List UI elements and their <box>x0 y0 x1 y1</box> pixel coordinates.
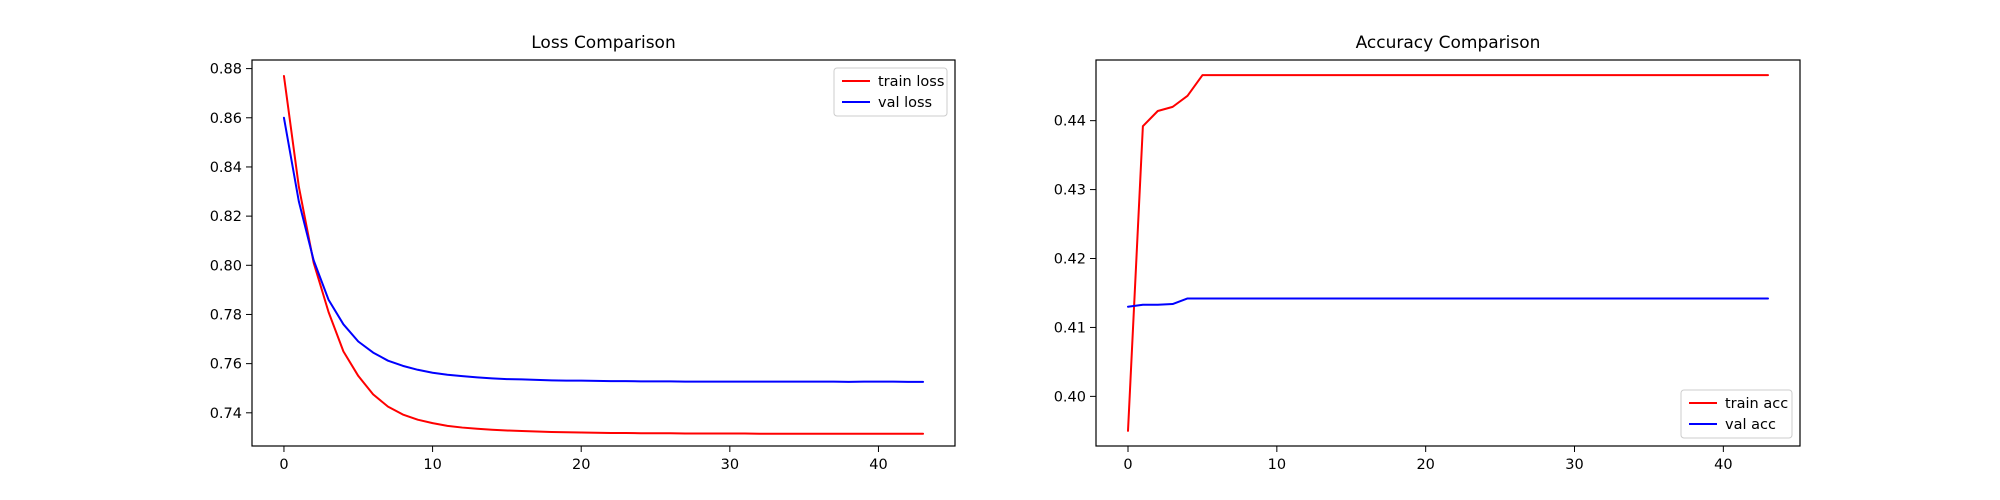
x-tick-label: 10 <box>1268 457 1286 473</box>
y-tick-label: 0.41 <box>1054 320 1086 336</box>
series-line-val-loss <box>282 116 925 383</box>
x-tick-label: 40 <box>1714 457 1732 473</box>
y-tick-label: 0.76 <box>210 357 242 373</box>
y-tick-label: 0.74 <box>210 406 242 422</box>
y-tick-label: 0.88 <box>210 62 242 78</box>
y-tick-label: 0.40 <box>1054 389 1086 405</box>
chart-title: Loss Comparison <box>531 33 675 53</box>
x-tick-label: 30 <box>1565 457 1583 473</box>
chart-title: Accuracy Comparison <box>1356 33 1541 53</box>
legend-label: val acc <box>1725 417 1776 433</box>
x-tick-label: 30 <box>721 457 739 473</box>
plot-frame <box>1095 59 1801 447</box>
legend-label: train acc <box>1725 396 1788 412</box>
legend: train acc val acc <box>1680 389 1793 439</box>
series-line-train-acc <box>1127 74 1769 432</box>
accuracy-chart: Accuracy Comparison 0 10 20 30 40 0.40 0.41 0.42… <box>1054 33 1801 473</box>
x-tick-label: 0 <box>279 457 288 473</box>
series-line-train-loss <box>282 74 925 435</box>
y-tick-label: 0.78 <box>210 307 242 323</box>
y-tick-label: 0.86 <box>210 111 242 127</box>
legend-label: train loss <box>878 74 944 90</box>
x-tick-label: 40 <box>869 457 887 473</box>
plot-frame <box>251 59 956 447</box>
loss-chart: Loss Comparison 0 10 20 30 40 0.74 0.76 0.78 0.80… <box>210 33 956 473</box>
legend: train loss val loss <box>833 67 948 117</box>
series-line-val-acc <box>1127 297 1769 308</box>
y-tick-label: 0.43 <box>1054 183 1086 199</box>
y-tick-label: 0.82 <box>210 209 242 225</box>
y-tick-label: 0.44 <box>1054 114 1086 130</box>
y-tick-label: 0.80 <box>210 258 242 274</box>
x-tick-label: 20 <box>572 457 590 473</box>
y-tick-label: 0.84 <box>210 160 242 176</box>
x-tick-label: 0 <box>1123 457 1132 473</box>
x-tick-label: 20 <box>1416 457 1434 473</box>
legend-label: val loss <box>878 95 932 111</box>
y-tick-label: 0.42 <box>1054 252 1086 268</box>
x-tick-label: 10 <box>423 457 441 473</box>
